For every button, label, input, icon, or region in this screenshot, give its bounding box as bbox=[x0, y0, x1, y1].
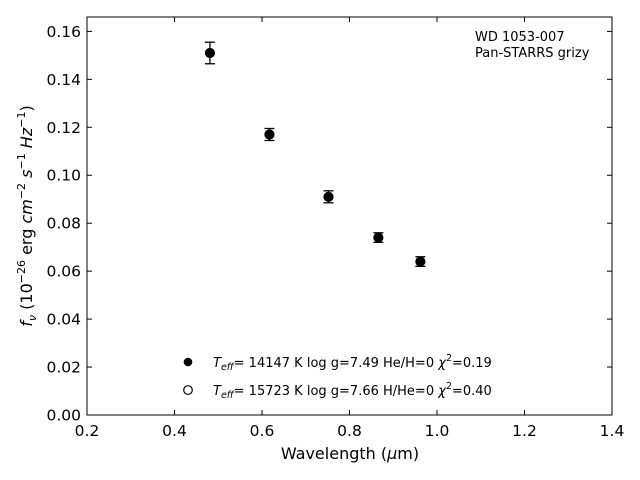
y-tick-label: 0.12 bbox=[46, 119, 81, 137]
y-tick-label: 0.06 bbox=[46, 263, 81, 281]
y-axis-title: fν (10−26 erg cm−2 s−1 Hz−1) bbox=[15, 105, 39, 326]
plot-frame bbox=[86, 16, 613, 416]
y-tick-label: 0.08 bbox=[46, 215, 81, 233]
y-tick-label: 0.02 bbox=[46, 359, 81, 377]
data-points bbox=[204, 47, 426, 267]
y-tick-label: 0.10 bbox=[46, 167, 81, 185]
y-tick-label: 0.00 bbox=[46, 407, 81, 425]
data-point bbox=[415, 256, 426, 267]
x-tick-label: 0.4 bbox=[162, 422, 187, 440]
legend: Teff= 14147 K log g=7.49 He/H=0 χ2=0.19 T… bbox=[183, 353, 492, 401]
x-tick-label: 1.4 bbox=[600, 422, 625, 440]
x-axis-title: Wavelength (μm) bbox=[281, 444, 419, 463]
x-tick-label: 0.6 bbox=[250, 422, 275, 440]
x-tick-label: 1.2 bbox=[512, 422, 537, 440]
annotation-line-2: Pan-STARRS grizy bbox=[475, 46, 590, 61]
data-point bbox=[264, 129, 275, 140]
axis-ticks: 0.2 0.4 0.6 0.8 1.0 1.2 1.4 0.00 0.02 0.04 0.06 0.0… bbox=[46, 17, 624, 440]
legend-label: Teff= 15723 K log g=7.66 H/He=0 χ2=0.40 bbox=[213, 381, 492, 401]
data-point bbox=[204, 47, 216, 59]
svg-text:fν (10−26 erg cm−2 s−1 Hz−1): fν (10−26 erg cm−2 s−1 Hz−1) bbox=[15, 105, 39, 326]
legend-label: Teff= 14147 K log g=7.49 He/H=0 χ2=0.19 bbox=[213, 353, 492, 373]
data-point bbox=[323, 191, 334, 202]
y-tick-label: 0.14 bbox=[46, 71, 81, 89]
y-tick-label: 0.04 bbox=[46, 311, 81, 329]
data-point bbox=[373, 232, 384, 243]
x-tick-label: 0.2 bbox=[75, 422, 100, 440]
x-tick-label: 1.0 bbox=[425, 422, 450, 440]
annotation-line-1: WD 1053-007 bbox=[475, 30, 565, 45]
legend-marker-filled bbox=[183, 357, 193, 367]
legend-marker-open bbox=[183, 385, 193, 395]
y-tick-label: 0.16 bbox=[46, 23, 81, 41]
x-tick-label: 0.8 bbox=[337, 422, 362, 440]
